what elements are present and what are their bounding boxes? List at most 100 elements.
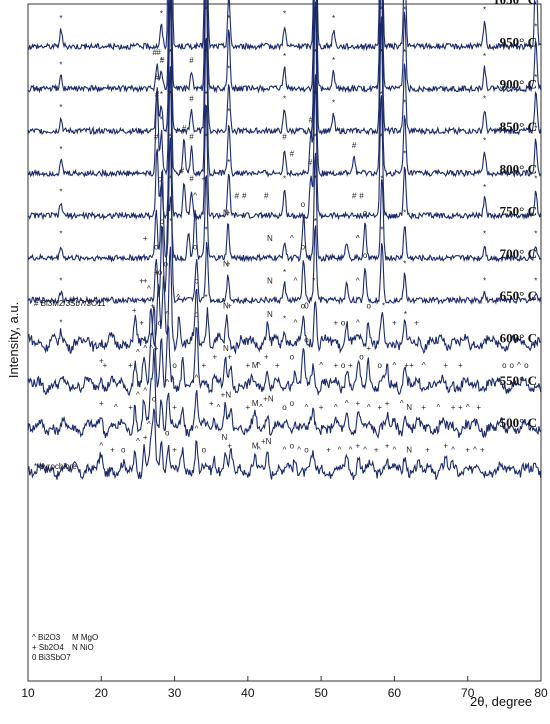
marker-4-0: * — [59, 276, 62, 285]
marker-0-10: o — [202, 446, 207, 455]
marker-0-25: + — [374, 446, 379, 455]
marker-2-20: o — [304, 336, 309, 345]
marker-5-7: + — [226, 209, 231, 218]
marker-1-0: + — [99, 399, 104, 408]
marker-3-21: o — [367, 302, 372, 311]
marker-7-13: * — [380, 90, 383, 99]
marker-2-16: ^ — [257, 361, 261, 370]
marker-3-17: * — [312, 276, 315, 285]
marker-8-7: * — [283, 94, 286, 103]
marker-1-6: + — [154, 344, 159, 353]
marker-2-2: + — [128, 361, 133, 370]
marker-7-11: * — [314, 90, 317, 99]
marker-5-5: + — [202, 175, 207, 184]
marker-2-10: + — [202, 361, 207, 370]
marker-2-6: o — [158, 319, 163, 328]
phase-markers: ^ + o^ +^oo+^oN+ M^+N^ o ^ o + ^ ^ + ^ + + ^ N + + ^ + ^ ++ ^ +^… — [59, 5, 537, 455]
marker-1-22: ^ — [345, 399, 349, 408]
marker-9-13: * — [403, 5, 406, 14]
marker-9-10: * — [314, 5, 317, 14]
x-axis-label: 2θ, degree — [470, 694, 532, 709]
marker-8-6: * — [227, 65, 230, 74]
marker-0-32: + — [465, 446, 470, 455]
marker-3-22: * — [382, 302, 385, 311]
marker-6-14: # — [359, 192, 364, 201]
marker-3-13: * — [283, 314, 286, 323]
x-tick-label-1: 20 — [95, 686, 109, 700]
marker-5-14: * — [380, 175, 383, 184]
marker-0-23: + — [355, 441, 360, 450]
marker-10-7: * — [332, 14, 335, 23]
marker-0-28: N — [406, 446, 412, 455]
marker-9-4: * — [160, 56, 163, 65]
marker-1-30: ^ — [437, 403, 441, 412]
marker-7-4: # — [182, 124, 187, 133]
series-line-6 — [27, 66, 542, 221]
marker-8-2: * — [160, 90, 163, 99]
x-tick-label-3: 40 — [241, 686, 255, 700]
marker-4-1: + — [139, 276, 144, 285]
marker-8-3: * — [169, 48, 172, 57]
series-line-9 — [27, 0, 542, 94]
marker-1-3: ^ — [136, 391, 140, 400]
marker-1-1: ^ — [114, 403, 118, 412]
marker-3-16: 0 — [304, 302, 309, 311]
marker-9-3: # — [160, 56, 165, 65]
marker-0-14: ^ — [257, 446, 261, 455]
marker-1-17: o — [282, 403, 287, 412]
marker-9-15: * — [534, 22, 537, 31]
marker-1-15: ^ — [259, 403, 263, 412]
marker-2-4: ^ — [143, 344, 147, 353]
marker-9-6: # — [189, 56, 194, 65]
marker-0-19: o — [304, 446, 309, 455]
marker-8-12: * — [483, 94, 486, 103]
marker-1-21: ^ — [334, 403, 338, 412]
annotation-pyrochlore: * pyrochlore — [34, 462, 77, 471]
marker-8-4: # — [189, 94, 194, 103]
marker-6-1: # — [154, 132, 159, 141]
marker-5-11: * — [314, 175, 317, 184]
marker-6-16: * — [403, 149, 406, 158]
marker-4-19: * — [483, 276, 486, 285]
marker-4-9: + — [226, 259, 231, 268]
temperature-label-6: 800° C — [500, 161, 537, 176]
marker-0-33: ^ — [473, 446, 477, 455]
x-tick-label-7: 80 — [534, 686, 548, 700]
marker-2-13: + — [227, 352, 232, 361]
plot-frame — [27, 3, 542, 682]
marker-0-3: ^ — [136, 437, 140, 446]
x-tick-label-5: 60 — [388, 686, 402, 700]
temperature-label-2: 600° C — [500, 331, 537, 346]
marker-5-8: N — [267, 234, 273, 243]
marker-7-10: # — [309, 115, 314, 124]
series-line-10 — [27, 0, 542, 52]
marker-1-8: + — [172, 403, 177, 412]
marker-7-9: # — [290, 149, 295, 158]
marker-1-20: + — [319, 403, 324, 412]
marker-7-8: # — [282, 132, 287, 141]
marker-2-17: + — [264, 352, 269, 361]
marker-5-10: o — [301, 200, 306, 209]
marker-6-13: # — [352, 192, 357, 201]
marker-3-1: + — [132, 306, 137, 315]
marker-1-10: + — [209, 399, 214, 408]
marker-6-3: # — [180, 166, 185, 175]
legend-entry-sb2o4: + Sb2O4 — [32, 643, 64, 652]
y-axis-label: Intensity, a.u. — [6, 302, 21, 378]
marker-1-13: + — [246, 403, 251, 412]
marker-2-24: + — [348, 361, 353, 370]
marker-2-5: + — [150, 302, 155, 311]
marker-4-11: * — [283, 268, 286, 277]
annotation-bi3m2: # Bi3M2/3Sb7/3O11 — [34, 299, 106, 308]
marker-0-24: ^ — [363, 446, 367, 455]
marker-1-18: o — [290, 399, 295, 408]
marker-5-13: o — [363, 209, 368, 218]
marker-3-19: o — [341, 319, 346, 328]
marker-0-22: ^ — [349, 446, 353, 455]
marker-0-11: N — [222, 433, 228, 442]
marker-1-24: ^ — [367, 403, 371, 412]
marker-3-10: N — [223, 302, 229, 311]
marker-3-14: ^ — [294, 319, 298, 328]
marker-7-6: * — [205, 90, 208, 99]
